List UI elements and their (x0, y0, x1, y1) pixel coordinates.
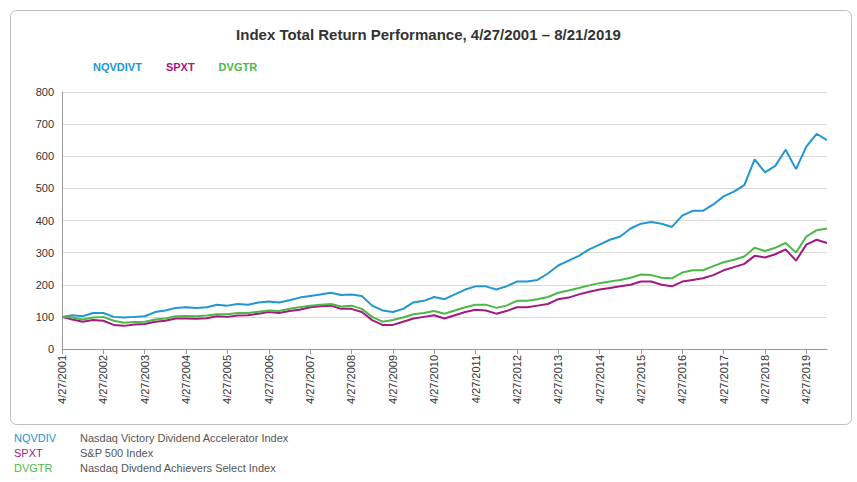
svg-text:4/27/2014: 4/27/2014 (594, 355, 606, 404)
svg-text:4/27/2002: 4/27/2002 (97, 355, 109, 404)
svg-text:600: 600 (36, 150, 54, 162)
svg-text:800: 800 (36, 86, 54, 98)
svg-text:Index Total Return Performance: Index Total Return Performance, 4/27/200… (236, 26, 621, 43)
svg-text:4/27/2017: 4/27/2017 (718, 355, 730, 404)
svg-text:Nasdaq Divdend Achievers Selec: Nasdaq Divdend Achievers Select Index (80, 462, 276, 474)
svg-text:Nasdaq Victory Dividend Accele: Nasdaq Victory Dividend Accelerator Inde… (80, 432, 289, 444)
svg-text:200: 200 (36, 279, 54, 291)
svg-text:NQVDIV: NQVDIV (14, 432, 57, 444)
svg-text:4/27/2015: 4/27/2015 (635, 355, 647, 404)
svg-text:300: 300 (36, 247, 54, 259)
svg-text:500: 500 (36, 182, 54, 194)
svg-text:4/27/2008: 4/27/2008 (345, 355, 357, 404)
svg-text:DVGTR: DVGTR (219, 61, 258, 73)
svg-text:4/27/2001: 4/27/2001 (56, 355, 68, 404)
svg-text:SPXT: SPXT (166, 61, 195, 73)
svg-text:DVGTR: DVGTR (14, 462, 53, 474)
svg-text:400: 400 (36, 215, 54, 227)
svg-text:4/27/2009: 4/27/2009 (387, 355, 399, 404)
svg-text:4/27/2006: 4/27/2006 (263, 355, 275, 404)
svg-text:4/27/2007: 4/27/2007 (304, 355, 316, 404)
svg-text:4/27/2010: 4/27/2010 (428, 355, 440, 404)
svg-text:S&P 500 Index: S&P 500 Index (80, 447, 154, 459)
svg-text:4/27/2019: 4/27/2019 (800, 355, 812, 404)
svg-text:4/27/2005: 4/27/2005 (221, 355, 233, 404)
svg-text:4/27/2016: 4/27/2016 (676, 355, 688, 404)
svg-text:100: 100 (36, 311, 54, 323)
svg-text:4/27/2013: 4/27/2013 (552, 355, 564, 404)
svg-text:700: 700 (36, 118, 54, 130)
svg-text:0: 0 (48, 343, 54, 355)
svg-text:4/27/2018: 4/27/2018 (759, 355, 771, 404)
svg-text:4/27/2004: 4/27/2004 (180, 355, 192, 404)
svg-text:SPXT: SPXT (14, 447, 43, 459)
svg-text:4/27/2011: 4/27/2011 (470, 355, 482, 403)
svg-text:4/27/2012: 4/27/2012 (511, 355, 523, 404)
svg-text:4/27/2003: 4/27/2003 (139, 355, 151, 404)
svg-text:NQVDIVT: NQVDIVT (93, 61, 142, 73)
